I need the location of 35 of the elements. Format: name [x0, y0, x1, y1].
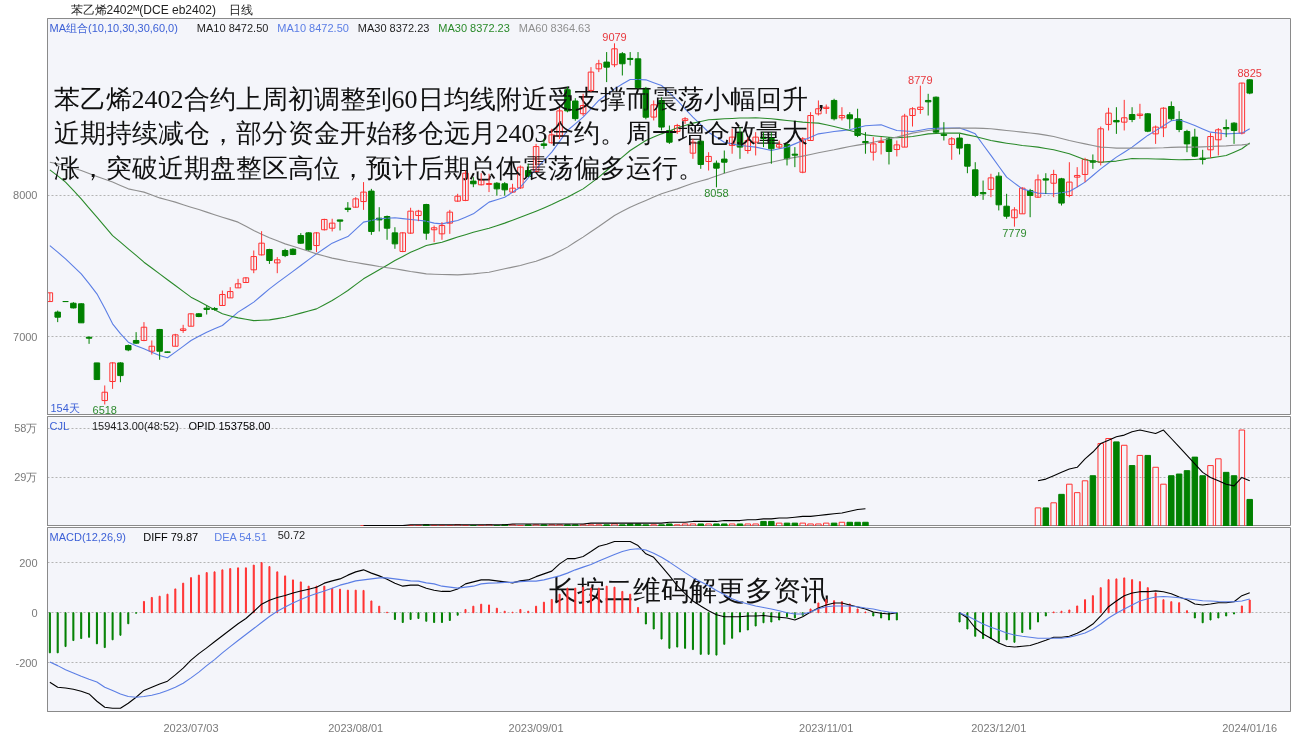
x-tick-label: 2023/09/01	[508, 721, 564, 734]
annotation: 50.72	[277, 528, 306, 541]
annotation: MACD(12,26,9)	[49, 530, 126, 543]
annotation: 8825	[1237, 67, 1262, 80]
text: MA60 8364.63	[518, 21, 591, 34]
annotation: MA30 8372.23	[357, 21, 430, 34]
text: OPID 153758.00	[188, 419, 271, 432]
x-tick-label: 2023/12/01	[971, 721, 1027, 734]
annotation: 159413.00(48:52)	[91, 419, 179, 432]
text: DEA 54.51	[214, 530, 267, 543]
annotation: 9079	[602, 31, 627, 44]
text: MA10 8472.50	[277, 21, 349, 34]
annotation: CJL	[49, 419, 70, 432]
annotation: MA组合(10,10,30,30,60,0)	[49, 21, 178, 34]
text: MA30 8372.23	[438, 21, 510, 34]
y-tick-label: 7000	[13, 330, 38, 343]
y-tick-label: 8000	[13, 189, 38, 202]
annotation: 8779	[908, 73, 933, 86]
y-tick-label: 58万	[14, 422, 38, 435]
x-tick-label: 2024/01/16	[1222, 721, 1278, 734]
annotation: 8058	[704, 187, 729, 200]
y-tick-label: 0	[31, 606, 38, 619]
chart-subtitle: 日线	[229, 2, 254, 17]
annotation: 154天	[50, 401, 80, 414]
y-tick-label: 200	[19, 556, 38, 569]
x-tick-label: 2023/08/01	[328, 721, 384, 734]
x-tick-label: 2023/07/03	[163, 721, 219, 734]
y-tick-label: 29万	[14, 471, 38, 484]
y-tick-label: -200	[15, 656, 38, 669]
annotation: 6518	[92, 404, 117, 417]
text: DIFF 79.87	[143, 530, 199, 543]
x-tick-label: 2023/11/01	[799, 721, 854, 734]
annotation: MA10 8472.50	[196, 21, 269, 34]
annotation: 7779	[1002, 226, 1027, 239]
chart-title: 苯乙烯2402ᴹ(DCE eb2402)	[70, 2, 217, 17]
